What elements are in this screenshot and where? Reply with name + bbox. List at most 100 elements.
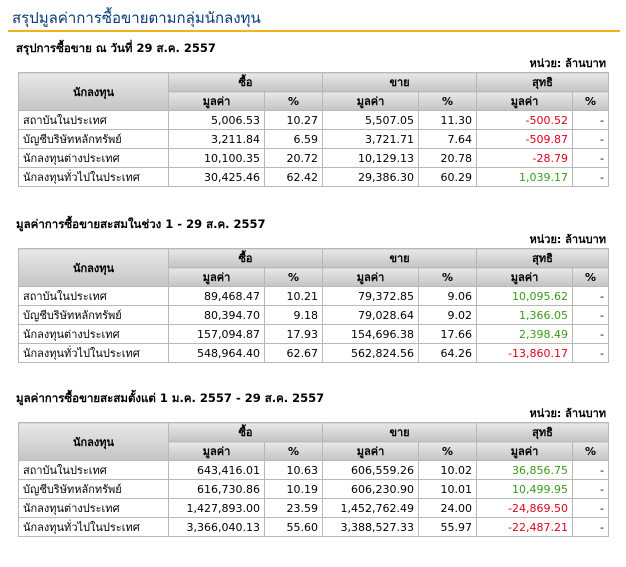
net-value: 36,856.75 bbox=[476, 460, 574, 480]
title-underline bbox=[8, 30, 620, 32]
investor-table: นักลงทุน ซื้อ ขาย สุทธิ มูลค่า% มูลค่า% มูลค่า… bbox=[18, 422, 610, 537]
buy-percent: 23.59 bbox=[263, 498, 324, 518]
unit-label: หน่วย: ล้านบาท bbox=[529, 233, 606, 246]
buy-value: 80,394.70 bbox=[168, 305, 265, 325]
investor-header: นักลงทุน bbox=[18, 422, 169, 461]
net-percent: - bbox=[572, 460, 610, 480]
buy-header: ซื้อ bbox=[167, 422, 324, 442]
net-value-header: มูลค่า bbox=[476, 441, 574, 461]
net-percent-header: % bbox=[572, 441, 610, 461]
sell-value: 154,696.38 bbox=[322, 324, 420, 344]
sell-percent: 9.06 bbox=[418, 286, 478, 306]
sell-percent: 17.66 bbox=[418, 324, 478, 344]
net-percent: - bbox=[572, 167, 610, 187]
sell-percent: 10.01 bbox=[418, 479, 478, 499]
sell-percent: 9.02 bbox=[418, 305, 478, 325]
investor-header: นักลงทุน bbox=[18, 72, 169, 111]
buy-percent: 10.63 bbox=[263, 460, 324, 480]
sell-value-header: มูลค่า bbox=[322, 91, 420, 111]
net-value-header: มูลค่า bbox=[476, 267, 574, 287]
buy-percent: 10.19 bbox=[263, 479, 324, 499]
section-heading: มูลค่าการซื้อขายสะสมในช่วง 1 - 29 ส.ค. 2… bbox=[16, 217, 266, 231]
subheader-row: มูลค่า% มูลค่า% มูลค่า% bbox=[19, 91, 610, 111]
table-row: สถาบันในประเทศ 643,416.01 10.63 606,559.26 1… bbox=[18, 460, 610, 480]
buy-percent-header: % bbox=[263, 267, 324, 287]
buy-percent: 62.42 bbox=[263, 167, 324, 187]
net-value: 1,039.17 bbox=[476, 167, 574, 187]
buy-value: 5,006.53 bbox=[168, 110, 265, 130]
table-row: บัญชีบริษัทหลักทรัพย์ 616,730.86 10.19 606,… bbox=[18, 479, 610, 499]
sell-value-header: มูลค่า bbox=[322, 267, 420, 287]
header-row: นักลงทุน ซื้อ ขาย สุทธิ bbox=[18, 422, 610, 461]
unit-label: หน่วย: ล้านบาท bbox=[529, 57, 606, 70]
sell-percent: 64.26 bbox=[418, 343, 478, 363]
sell-percent: 11.30 bbox=[418, 110, 478, 130]
buy-header: ซื้อ bbox=[167, 248, 324, 268]
sell-value-header: มูลค่า bbox=[322, 441, 420, 461]
net-value: -13,860.17 bbox=[476, 343, 574, 363]
net-value: -509.87 bbox=[476, 129, 574, 149]
buy-percent-header: % bbox=[263, 441, 324, 461]
net-header: สุทธิ bbox=[476, 72, 610, 92]
net-value: 10,095.62 bbox=[476, 286, 574, 306]
net-value: 10,499.95 bbox=[476, 479, 574, 499]
buy-value: 3,366,040.13 bbox=[168, 517, 265, 537]
buy-percent: 6.59 bbox=[263, 129, 324, 149]
net-percent: - bbox=[572, 148, 610, 168]
buy-value-header: มูลค่า bbox=[168, 441, 265, 461]
net-percent: - bbox=[572, 479, 610, 499]
buy-percent: 55.60 bbox=[263, 517, 324, 537]
subheader-row: มูลค่า% มูลค่า% มูลค่า% bbox=[19, 441, 610, 461]
investor-name: บัญชีบริษัทหลักทรัพย์ bbox=[18, 129, 169, 149]
table-row: นักลงทุนทั่วไปในประเทศ 30,425.46 62.42 29,3… bbox=[18, 167, 610, 187]
buy-percent: 9.18 bbox=[263, 305, 324, 325]
section-heading: สรุปการซื้อขาย ณ วันที่ 29 ส.ค. 2557 bbox=[16, 41, 216, 55]
net-percent-header: % bbox=[572, 267, 610, 287]
net-header: สุทธิ bbox=[476, 422, 610, 442]
buy-value: 1,427,893.00 bbox=[168, 498, 265, 518]
net-percent: - bbox=[572, 110, 610, 130]
sell-percent: 24.00 bbox=[418, 498, 478, 518]
buy-header: ซื้อ bbox=[167, 72, 324, 92]
table-row: นักลงทุนทั่วไปในประเทศ 548,964.40 62.67 562… bbox=[18, 343, 610, 363]
table-row: สถาบันในประเทศ 5,006.53 10.27 5,507.05 11.30… bbox=[18, 110, 610, 130]
table-row: บัญชีบริษัทหลักทรัพย์ 80,394.70 9.18 79,028… bbox=[18, 305, 610, 325]
sell-value: 3,388,527.33 bbox=[322, 517, 420, 537]
sell-value: 79,372.85 bbox=[322, 286, 420, 306]
net-percent: - bbox=[572, 517, 610, 537]
buy-percent-header: % bbox=[263, 91, 324, 111]
sell-value: 606,559.26 bbox=[322, 460, 420, 480]
buy-value: 548,964.40 bbox=[168, 343, 265, 363]
sell-percent-header: % bbox=[418, 441, 478, 461]
buy-value: 616,730.86 bbox=[168, 479, 265, 499]
sell-percent: 20.78 bbox=[418, 148, 478, 168]
net-percent: - bbox=[572, 305, 610, 325]
net-header: สุทธิ bbox=[476, 248, 610, 268]
buy-percent: 20.72 bbox=[263, 148, 324, 168]
buy-value: 3,211.84 bbox=[168, 129, 265, 149]
investor-header: นักลงทุน bbox=[18, 248, 169, 287]
sell-percent-header: % bbox=[418, 91, 478, 111]
net-value: -28.79 bbox=[476, 148, 574, 168]
header-row: นักลงทุน ซื้อ ขาย สุทธิ bbox=[18, 248, 610, 287]
investor-name: บัญชีบริษัทหลักทรัพย์ bbox=[18, 479, 169, 499]
sell-header: ขาย bbox=[322, 248, 478, 268]
table-row: บัญชีบริษัทหลักทรัพย์ 3,211.84 6.59 3,721.7… bbox=[18, 129, 610, 149]
investor-name: นักลงทุนทั่วไปในประเทศ bbox=[18, 517, 169, 537]
sell-value: 29,386.30 bbox=[322, 167, 420, 187]
section-heading: มูลค่าการซื้อขายสะสมตั้งแต่ 1 ม.ค. 2557 … bbox=[16, 391, 325, 405]
sell-value: 5,507.05 bbox=[322, 110, 420, 130]
sell-percent: 10.02 bbox=[418, 460, 478, 480]
investor-name: นักลงทุนทั่วไปในประเทศ bbox=[18, 167, 169, 187]
sell-value: 562,824.56 bbox=[322, 343, 420, 363]
page-title: สรุปมูลค่าการซื้อขายตามกลุ่มนักลงทุน bbox=[12, 9, 261, 27]
sell-value: 79,028.64 bbox=[322, 305, 420, 325]
buy-percent: 62.67 bbox=[263, 343, 324, 363]
investor-table: นักลงทุน ซื้อ ขาย สุทธิ มูลค่า% มูลค่า% มูลค่า… bbox=[18, 72, 610, 187]
table-row: สถาบันในประเทศ 89,468.47 10.21 79,372.85 9.0… bbox=[18, 286, 610, 306]
investor-name: สถาบันในประเทศ bbox=[18, 286, 169, 306]
buy-value: 89,468.47 bbox=[168, 286, 265, 306]
buy-value: 30,425.46 bbox=[168, 167, 265, 187]
title-bar: สรุปมูลค่าการซื้อขายตามกลุ่มนักลงทุน bbox=[8, 6, 620, 32]
